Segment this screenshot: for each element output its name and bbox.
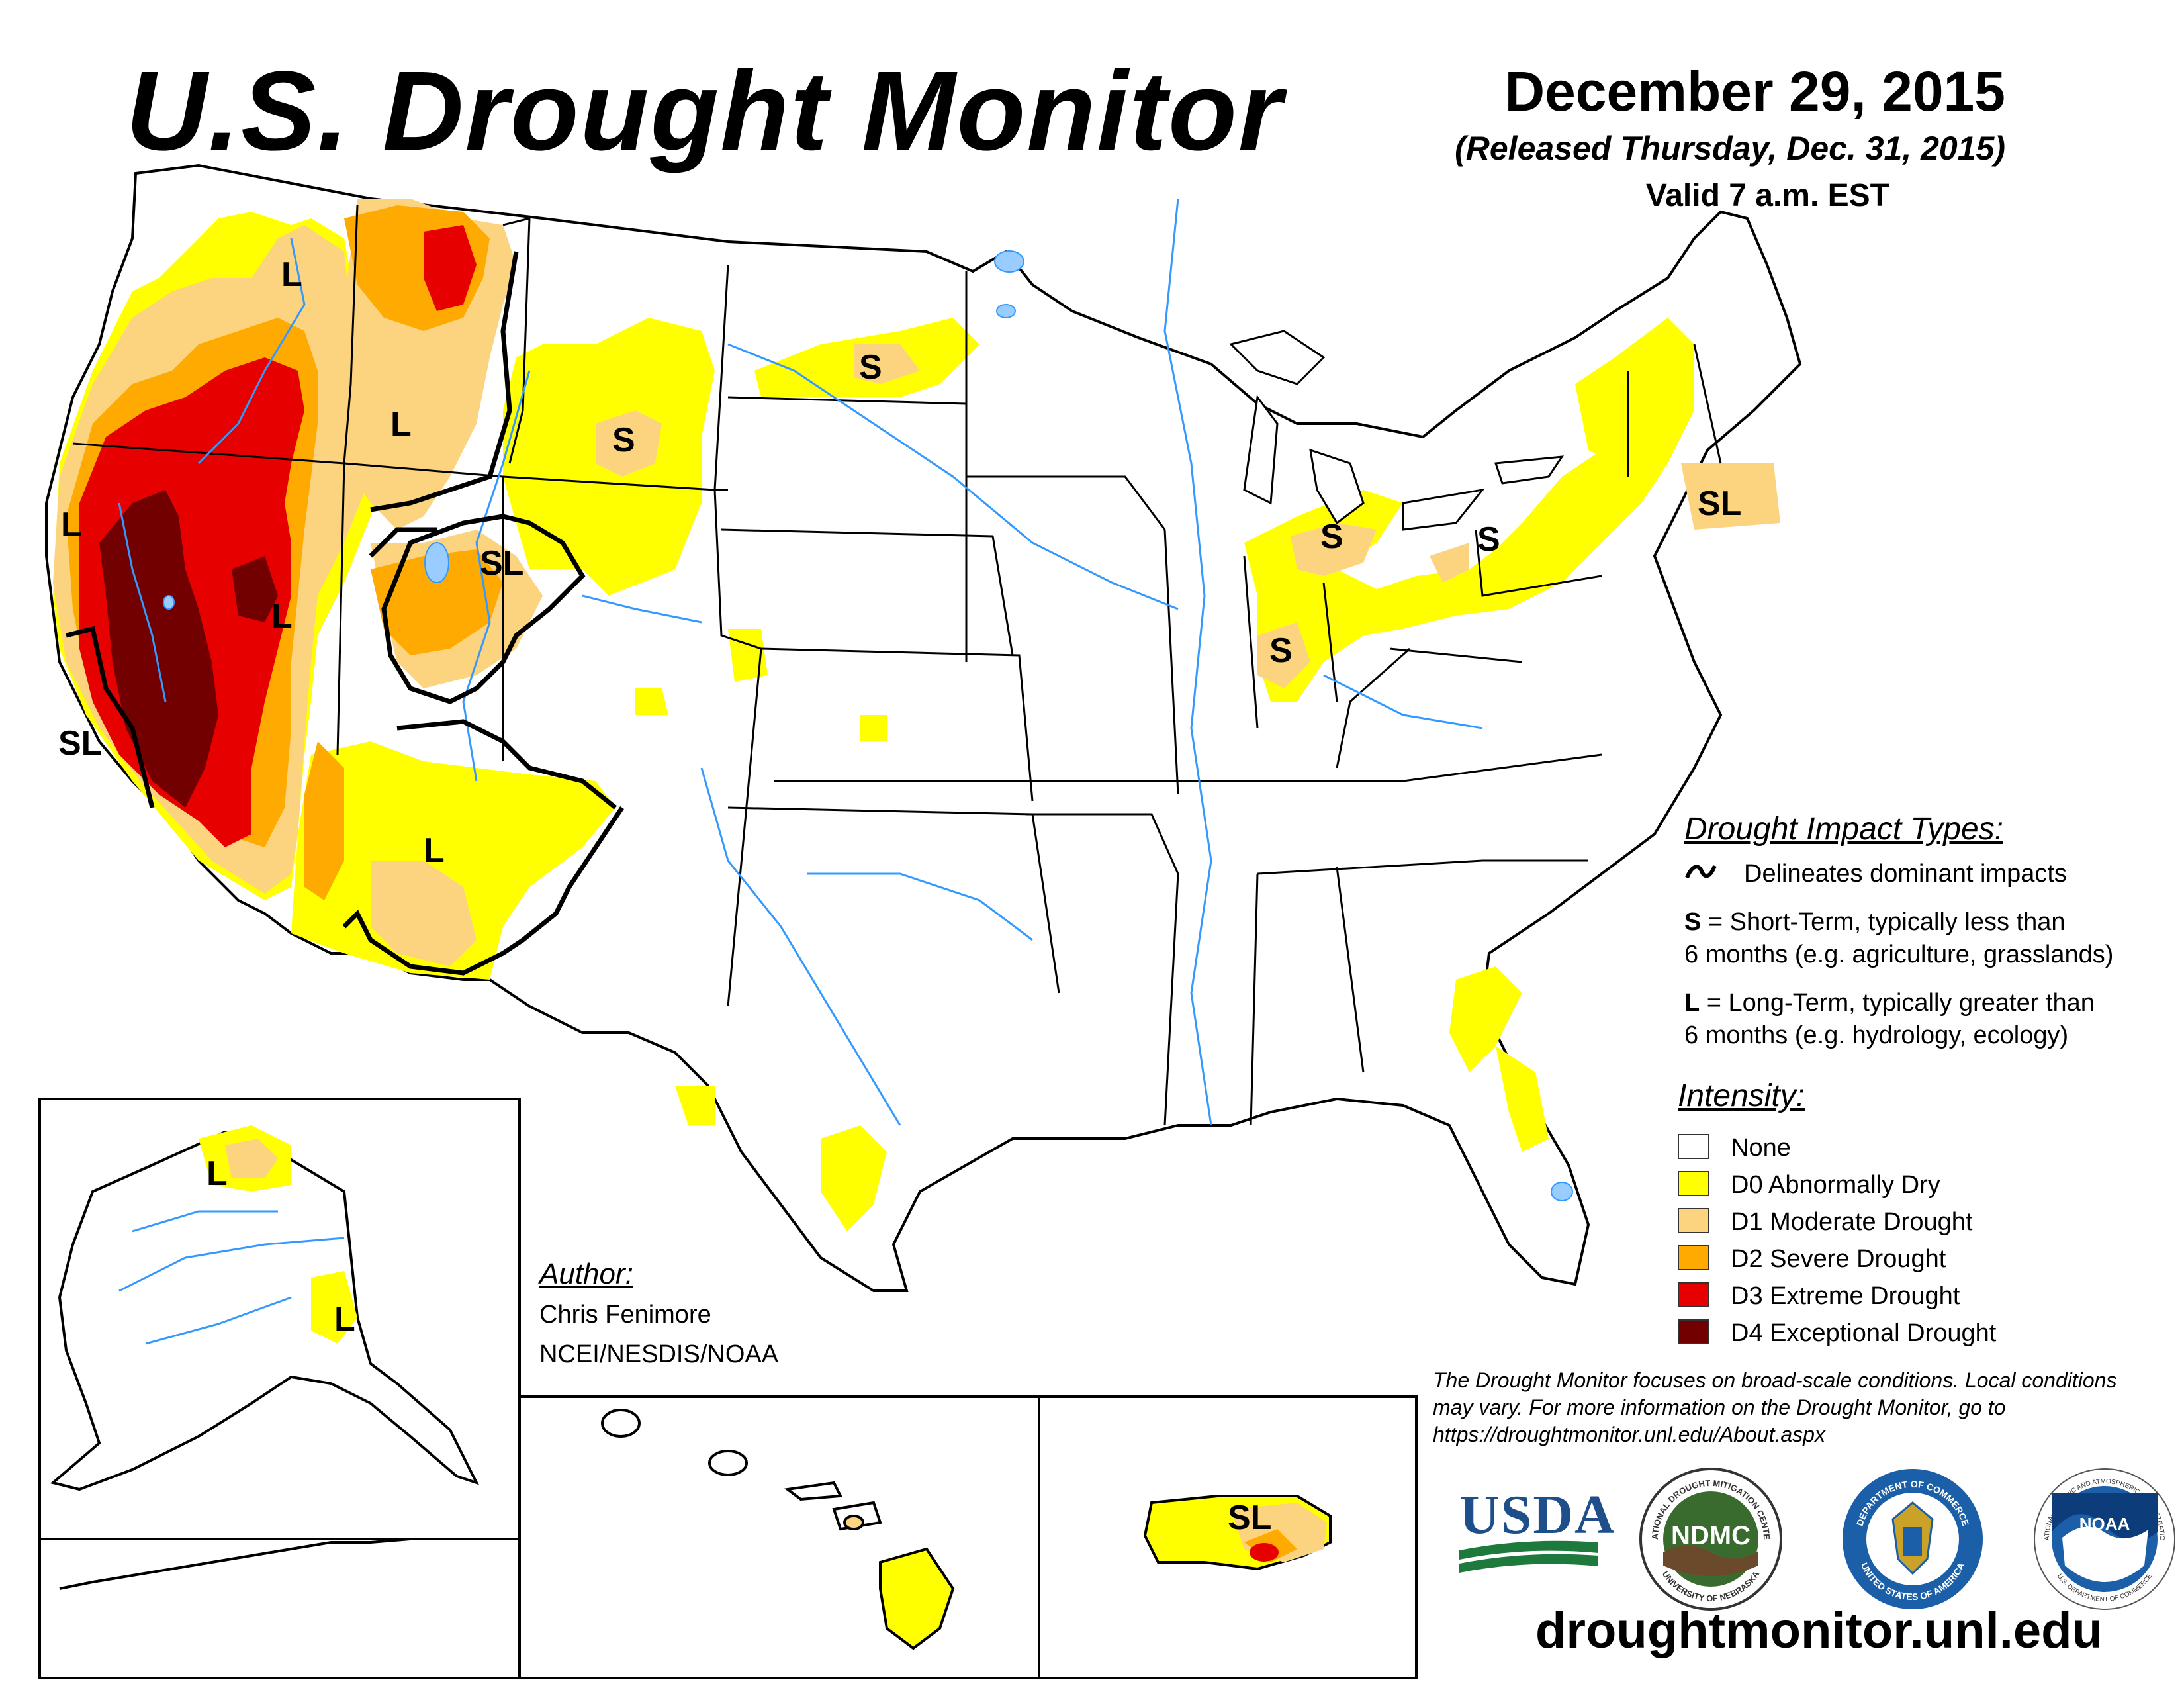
short-term-desc: = Short-Term, typically less than <box>1701 908 2066 936</box>
intensity-label: D3 Extreme Drought <box>1731 1282 1960 1310</box>
impact-legend: Drought Impact Types: Delineates dominan… <box>1684 811 2161 1076</box>
usda-logo: USDA <box>1459 1483 1615 1582</box>
long-term-key: L <box>1684 989 1700 1017</box>
website-url[interactable]: droughtmonitor.unl.edu <box>1535 1603 2103 1659</box>
delineation-text: Delineates dominant impacts <box>1744 860 2067 888</box>
label-sl-puerto-rico: SL <box>1228 1499 1271 1537</box>
state-boundaries <box>72 205 1722 1126</box>
hawaii-islands <box>601 1409 955 1650</box>
long-term-line2: 6 months (e.g. hydrology, ecology) <box>1684 1021 2069 1049</box>
label-s-michigan: S <box>1320 518 1343 556</box>
intensity-swatch <box>1678 1171 1709 1196</box>
label-l-arizona: L <box>424 831 445 870</box>
label-s-wyoming: S <box>612 421 635 459</box>
map-date: December 29, 2015 <box>1504 60 2005 122</box>
impact-legend-heading: Drought Impact Types: <box>1684 812 2003 847</box>
author-heading: Author: <box>539 1258 633 1290</box>
label-l-idaho: L <box>390 405 412 444</box>
intensity-label: D0 Abnormally Dry <box>1731 1171 1940 1199</box>
intensity-swatch <box>1678 1319 1709 1344</box>
impact-labels: L L L L SL SL L S S S S S SL L L SL <box>58 256 1741 1537</box>
usda-logo-swoosh <box>1459 1540 1598 1573</box>
label-s-pennsylvania: S <box>1477 520 1500 559</box>
great-lakes <box>1229 330 1565 531</box>
intensity-legend: Intensity: None D0 Abnormally Dry D1 Moder… <box>1678 1078 2154 1356</box>
aleutian-islands <box>59 1538 450 1590</box>
impact-lines <box>66 251 624 976</box>
puerto-rico-d3 <box>1250 1543 1279 1562</box>
label-l-california: L <box>61 506 82 544</box>
label-sl-socal: SL <box>58 724 102 763</box>
intensity-swatch <box>1678 1134 1709 1159</box>
alaska-outline <box>50 1130 479 1491</box>
delineation-icon <box>1685 865 1717 879</box>
long-term-desc: = Long-Term, typically greater than <box>1700 989 2095 1017</box>
label-l-alaska-north: L <box>206 1154 228 1193</box>
intensity-swatch <box>1678 1282 1709 1307</box>
valid-time: Valid 7 a.m. EST <box>1645 178 1889 213</box>
commerce-logo: DEPARTMENT OF COMMERCE UNITED STATES OF … <box>1843 1469 1983 1609</box>
hawaii-inset-frame <box>518 1395 1040 1679</box>
noaa-logo-text: NOAA <box>2079 1514 2130 1534</box>
author-org: NCEI/NESDIS/NOAA <box>539 1340 779 1368</box>
usda-logo-text: USDA <box>1459 1484 1616 1546</box>
label-l-alaska-east: L <box>334 1300 355 1338</box>
rivers <box>118 198 1483 1126</box>
label-sl-new-england: SL <box>1698 485 1741 523</box>
short-term-line1: S = Short-Term, typically less than <box>1684 906 2066 939</box>
short-term-key: S <box>1684 908 1702 936</box>
intensity-label: D4 Exceptional Drought <box>1731 1319 1997 1347</box>
intensity-label: D2 Severe Drought <box>1731 1245 1946 1273</box>
label-s-indiana: S <box>1269 632 1293 670</box>
intensity-swatch <box>1678 1245 1709 1270</box>
author-name: Chris Fenimore <box>539 1301 711 1329</box>
label-l-oregon: L <box>281 256 302 294</box>
conus-outline <box>45 164 1802 1292</box>
ndmc-logo: NATIONAL DROUGHT MITIGATION CENTER UNIVE… <box>1638 1466 1782 1611</box>
map-title: U.S. Drought Monitor <box>126 48 1284 174</box>
ndmc-logo-text: NDMC <box>1671 1521 1751 1550</box>
aleutians-inset-frame <box>38 1538 521 1679</box>
disclaimer-note: The Drought Monitor focuses on broad-sca… <box>1433 1368 2117 1446</box>
d4-areas <box>99 490 278 808</box>
noaa-logo: NATIONAL OCEANIC AND ATMOSPHERIC ADMINIS… <box>2032 1466 2175 1610</box>
intensity-swatch <box>1678 1208 1709 1233</box>
lakes <box>163 250 1573 1201</box>
intensity-legend-heading: Intensity: <box>1678 1078 1805 1113</box>
alaska-d1 <box>225 1139 278 1178</box>
intensity-label: None <box>1731 1134 1791 1162</box>
alaska-rivers <box>118 1210 345 1345</box>
intensity-label: D1 Moderate Drought <box>1731 1208 1973 1236</box>
label-l-nevada: L <box>271 597 293 635</box>
release-date: (Released Thursday, Dec. 31, 2015) <box>1455 130 2005 167</box>
short-term-line2: 6 months (e.g. agriculture, grasslands) <box>1684 941 2114 968</box>
label-s-north-dakota: S <box>859 348 882 387</box>
long-term-line1: L = Long-Term, typically greater than <box>1684 986 2095 1019</box>
label-sl-utah: SL <box>480 544 523 583</box>
